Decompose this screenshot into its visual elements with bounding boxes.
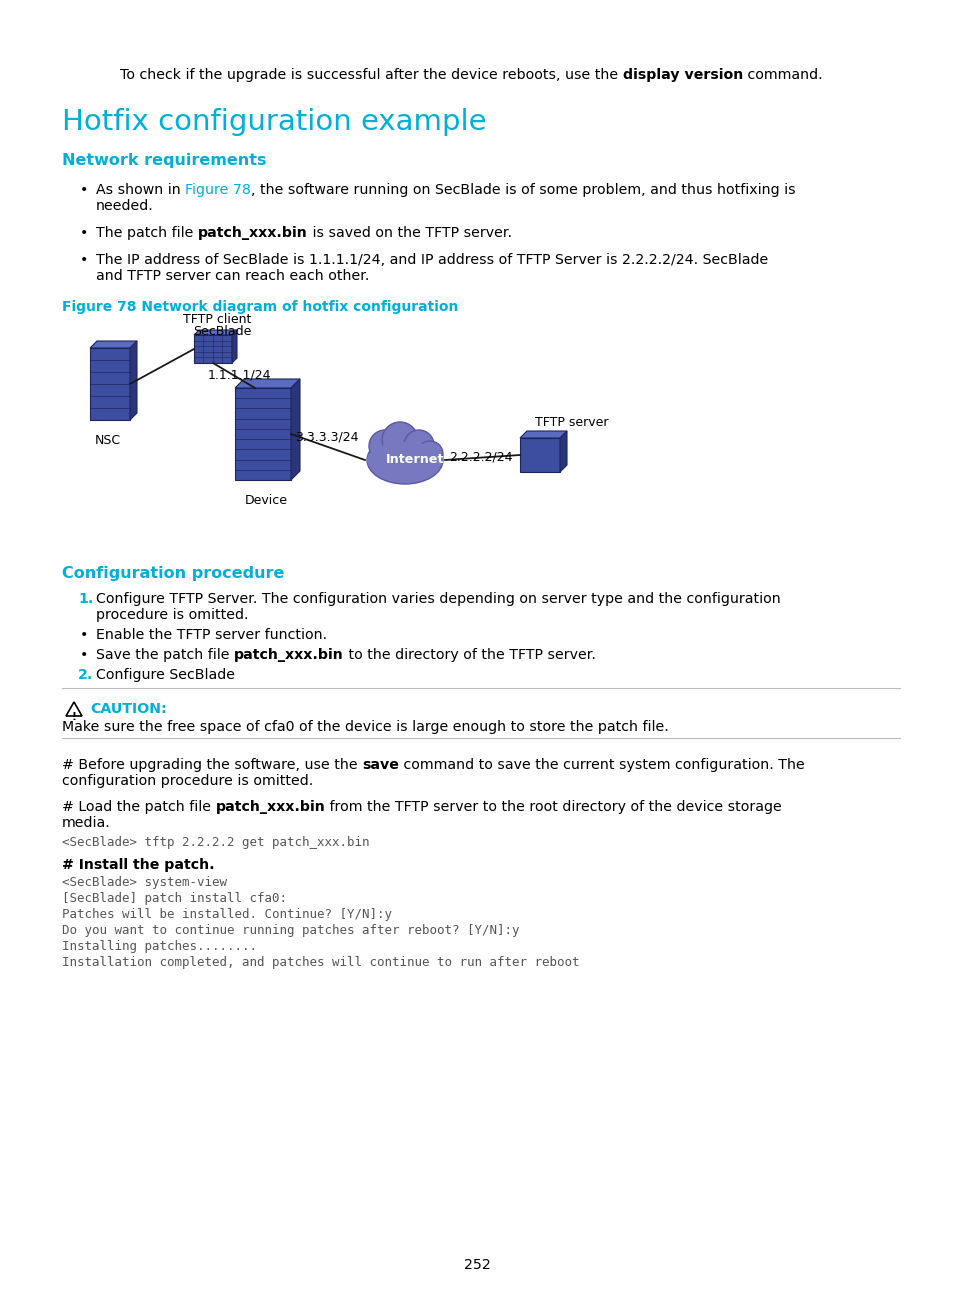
Bar [90,349,130,420]
Text: To check if the upgrade is successful after the device reboots, use the: To check if the upgrade is successful af… [120,67,622,82]
Text: Figure 78: Figure 78 [185,183,251,197]
Text: TFTP server: TFTP server [535,416,608,429]
Text: Installing patches........: Installing patches........ [62,940,256,953]
Text: TFTP client: TFTP client [183,314,251,327]
Text: Make sure the free space of cfa0 of the device is large enough to store the patc: Make sure the free space of cfa0 of the … [62,721,668,734]
Bar [234,388,291,480]
Text: is saved on the TFTP server.: is saved on the TFTP server. [307,226,511,240]
Circle shape [416,441,442,467]
Polygon shape [234,378,299,388]
Circle shape [381,422,417,457]
Text: CAUTION:: CAUTION: [90,702,167,715]
Text: The patch file: The patch file [96,226,197,240]
Bar [193,334,232,363]
Text: 1.1.1.1/24: 1.1.1.1/24 [208,369,272,382]
Polygon shape [193,330,236,334]
Text: to the directory of the TFTP server.: to the directory of the TFTP server. [343,648,595,662]
Text: , the software running on SecBlade is of some problem, and thus hotfixing is: , the software running on SecBlade is of… [251,183,795,197]
Polygon shape [559,432,566,472]
Polygon shape [291,378,299,480]
Text: NSC: NSC [95,434,121,447]
Polygon shape [232,330,236,363]
Text: Patches will be installed. Continue? [Y/N]:y: Patches will be installed. Continue? [Y/… [62,908,392,921]
Polygon shape [519,432,566,438]
Text: needed.: needed. [96,200,153,213]
Text: Network requirements: Network requirements [62,153,266,168]
Text: As shown in: As shown in [96,183,185,197]
Text: The IP address of SecBlade is 1.1.1.1/24, and IP address of TFTP Server is 2.2.2: The IP address of SecBlade is 1.1.1.1/24… [96,253,767,267]
Text: patch_xxx.bin: patch_xxx.bin [197,226,307,240]
Ellipse shape [367,442,442,478]
Text: command to save the current system configuration. The: command to save the current system confi… [398,758,804,772]
Text: •: • [80,226,89,240]
Text: display version: display version [622,67,742,82]
Text: Hotfix configuration example: Hotfix configuration example [62,108,486,136]
Text: Figure 78 Network diagram of hotfix configuration: Figure 78 Network diagram of hotfix conf… [62,299,457,314]
Text: !: ! [71,713,76,722]
Text: •: • [80,253,89,267]
Text: Enable the TFTP server function.: Enable the TFTP server function. [96,629,327,642]
Text: # Install the patch.: # Install the patch. [62,858,214,872]
Text: patch_xxx.bin: patch_xxx.bin [233,648,343,662]
Text: SecBlade: SecBlade [193,325,251,338]
Text: procedure is omitted.: procedure is omitted. [96,608,248,622]
Text: and TFTP server can reach each other.: and TFTP server can reach each other. [96,270,369,283]
Text: 1.: 1. [78,592,93,607]
Text: •: • [80,183,89,197]
Text: Do you want to continue running patches after reboot? [Y/N]:y: Do you want to continue running patches … [62,924,519,937]
Text: <SecBlade> system-view: <SecBlade> system-view [62,876,227,889]
Text: 2.2.2.2/24: 2.2.2.2/24 [449,450,512,463]
Text: Configuration procedure: Configuration procedure [62,566,284,581]
Text: Configure SecBlade: Configure SecBlade [96,667,234,682]
Text: Internet: Internet [386,454,444,467]
Text: 252: 252 [463,1258,490,1271]
Text: command.: command. [742,67,821,82]
Text: Configure TFTP Server. The configuration varies depending on server type and the: Configure TFTP Server. The configuration… [96,592,780,607]
Text: •: • [80,648,89,662]
Text: configuration procedure is omitted.: configuration procedure is omitted. [62,774,313,788]
Text: Save the patch file: Save the patch file [96,648,233,662]
Text: save: save [362,758,398,772]
Bar [519,438,559,472]
Text: patch_xxx.bin: patch_xxx.bin [215,800,325,814]
Text: Device: Device [245,494,288,507]
Polygon shape [90,341,137,349]
Text: # Before upgrading the software, use the: # Before upgrading the software, use the [62,758,362,772]
Ellipse shape [367,435,442,483]
Polygon shape [66,702,82,715]
Polygon shape [130,341,137,420]
Text: media.: media. [62,816,111,829]
Text: •: • [80,629,89,642]
Text: <SecBlade> tftp 2.2.2.2 get patch_xxx.bin: <SecBlade> tftp 2.2.2.2 get patch_xxx.bi… [62,836,369,849]
Text: 2.: 2. [78,667,93,682]
Text: # Load the patch file: # Load the patch file [62,800,215,814]
Text: 3.3.3.3/24: 3.3.3.3/24 [294,430,358,443]
Text: from the TFTP server to the root directory of the device storage: from the TFTP server to the root directo… [325,800,781,814]
Circle shape [403,430,434,460]
Text: [SecBlade] patch install cfa0:: [SecBlade] patch install cfa0: [62,892,287,905]
Text: Installation completed, and patches will continue to run after reboot: Installation completed, and patches will… [62,956,578,969]
Circle shape [369,430,400,461]
